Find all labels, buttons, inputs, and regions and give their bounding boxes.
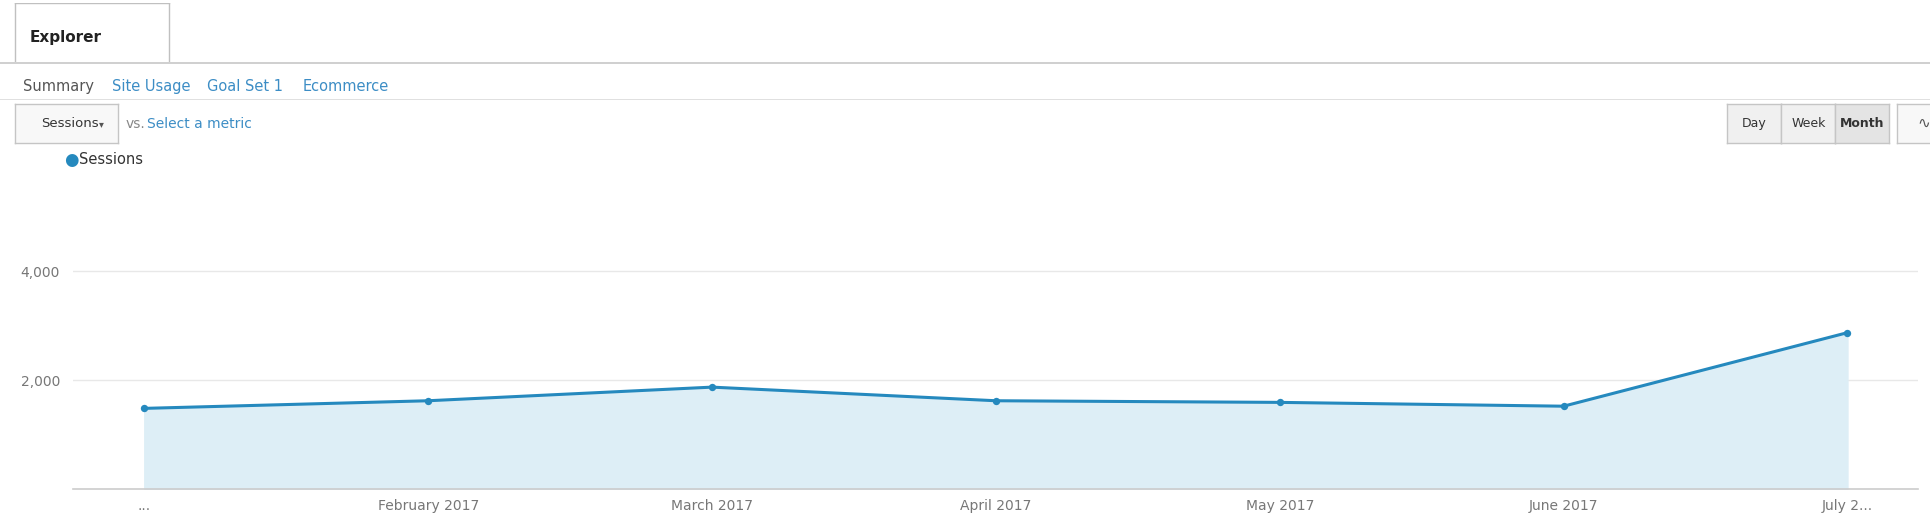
Text: Summary: Summary — [23, 79, 95, 94]
Text: Select a metric: Select a metric — [147, 117, 251, 131]
Text: Sessions: Sessions — [79, 152, 143, 167]
Text: Month: Month — [1839, 117, 1886, 130]
Point — [1264, 398, 1295, 406]
Text: ●: ● — [64, 151, 79, 168]
Point — [413, 396, 444, 405]
Point — [980, 396, 1011, 405]
Text: Explorer: Explorer — [29, 30, 102, 45]
Text: Ecommerce: Ecommerce — [303, 79, 390, 94]
Text: Site Usage: Site Usage — [112, 79, 191, 94]
Point — [129, 404, 160, 413]
Point — [1832, 328, 1862, 337]
Point — [697, 383, 728, 391]
Text: ∿: ∿ — [1918, 116, 1930, 131]
Text: vs.: vs. — [125, 117, 145, 131]
Text: Day: Day — [1743, 117, 1766, 130]
Text: Sessions: Sessions — [41, 117, 98, 130]
Text: Goal Set 1: Goal Set 1 — [207, 79, 282, 94]
Point — [1548, 402, 1579, 411]
Text: Week: Week — [1791, 117, 1826, 130]
Text: ▾: ▾ — [98, 119, 104, 129]
